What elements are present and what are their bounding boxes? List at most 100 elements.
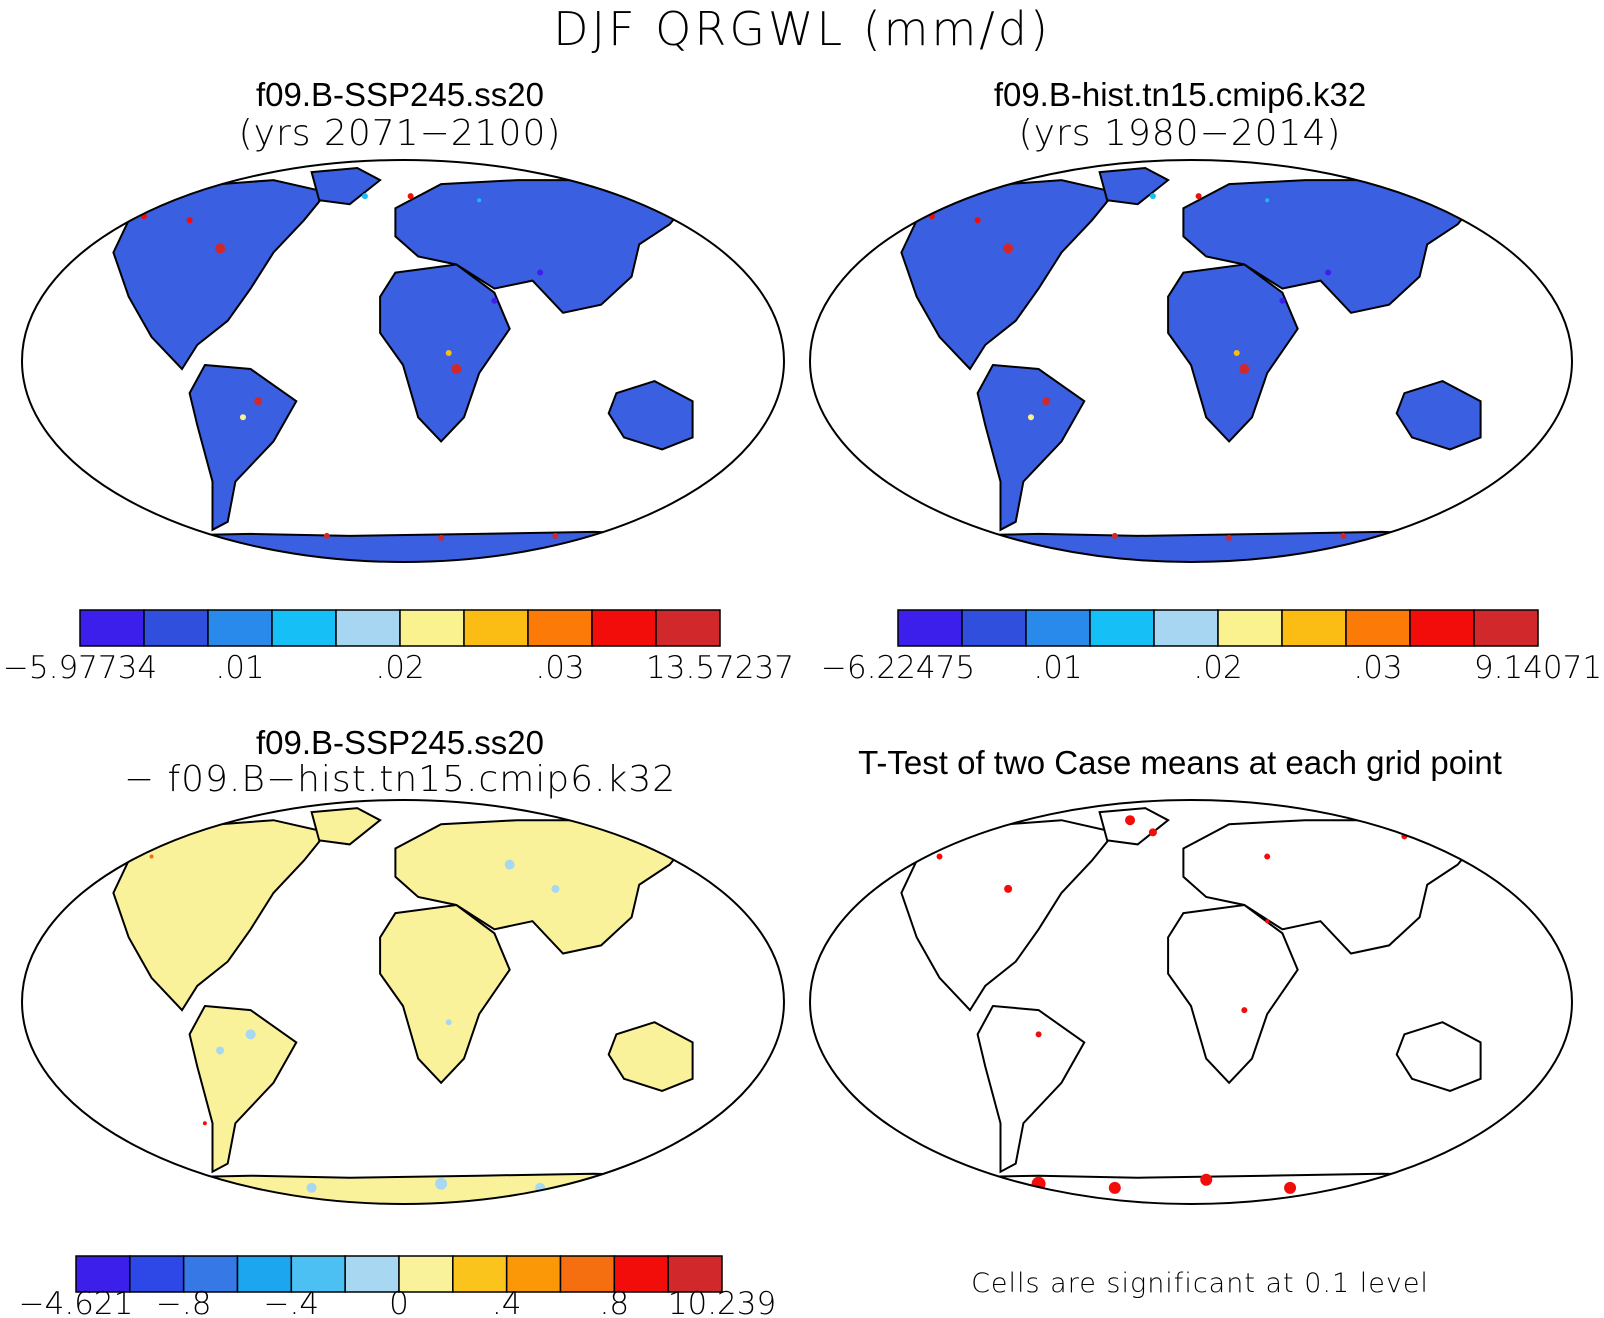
landmass-australia — [1395, 380, 1482, 451]
colorbar-swatch — [961, 609, 1027, 647]
colorbar-swatch — [1025, 609, 1091, 647]
map-speckle — [1445, 1182, 1456, 1193]
map-speckle — [323, 532, 330, 539]
landmass-australia — [607, 1021, 694, 1092]
map-speckle — [239, 414, 246, 421]
map-speckle — [1340, 532, 1347, 539]
map-speckle — [1200, 1173, 1213, 1186]
panel-difference-subtitle: − f09.B−hist.tn15.cmip6.k32 — [123, 759, 677, 800]
colorbar-label: .02 — [1193, 650, 1242, 686]
map-speckle — [552, 532, 559, 539]
colorbar-label: 9.14071 — [1474, 650, 1602, 686]
colorbar-label: −4.621 — [19, 1286, 134, 1318]
map-speckle — [186, 217, 193, 224]
map-speckle — [1265, 919, 1270, 924]
colorbar-swatch — [613, 1255, 669, 1293]
colorbar-label: 13.57237 — [646, 650, 794, 686]
panel-future-title: f09.B-SSP245.ss20 — [255, 76, 544, 113]
colorbar-label: 10.239 — [668, 1286, 776, 1318]
colorbar-label: .01 — [1033, 650, 1082, 686]
landmass-africa — [1167, 263, 1299, 443]
landmass-north-america — [900, 819, 1117, 1012]
colorbar-swatch — [591, 609, 657, 647]
landmass-greenland — [1098, 807, 1170, 846]
map-speckle — [1004, 884, 1013, 893]
colorbar-swatch — [129, 1255, 185, 1293]
colorbar-swatch — [344, 1255, 400, 1293]
colorbar-swatch — [559, 1255, 616, 1293]
map-speckle — [1325, 269, 1332, 276]
landmass-antarctica — [111, 530, 695, 562]
colorbar-swatch — [1281, 609, 1347, 647]
map-speckle — [1478, 862, 1483, 867]
colorbar-label: .02 — [375, 650, 424, 686]
map-speckle — [438, 534, 445, 541]
colorbar-swatch — [335, 609, 401, 647]
landmass-north-america — [112, 819, 329, 1012]
colorbar-swatch — [1473, 609, 1539, 647]
landmass-antarctica — [899, 530, 1483, 562]
colorbar-swatch — [1089, 609, 1155, 647]
map-speckle — [1149, 193, 1156, 200]
colorbar-historical: −6.22475 .01 .02 .03 9.14071 — [821, 609, 1602, 686]
landmass-greenland — [1098, 166, 1170, 206]
map-speckle — [1042, 397, 1051, 406]
landmass-south-america — [188, 1004, 298, 1174]
colorbar-label: −.8 — [156, 1286, 212, 1318]
colorbar-label: −.4 — [264, 1286, 320, 1318]
colorbar-label: .01 — [215, 650, 264, 686]
panel-historical-subtitle: (yrs 1980−2014) — [1018, 113, 1342, 154]
landmass-africa — [379, 263, 511, 443]
map-historical — [809, 159, 1573, 563]
map-speckle — [202, 1121, 207, 1126]
colorbar-label: .03 — [535, 650, 584, 686]
map-speckle — [1233, 349, 1240, 356]
colorbar-label: .03 — [1353, 650, 1402, 686]
map-speckle — [1226, 534, 1233, 541]
colorbar-label: −5.97734 — [3, 650, 157, 686]
landmass-australia — [607, 380, 694, 451]
map-speckle — [1279, 297, 1286, 304]
colorbar-label: −6.22475 — [821, 650, 975, 686]
map-speckle — [1264, 853, 1271, 860]
colorbar-swatch — [452, 1255, 508, 1293]
map-speckle — [435, 1177, 448, 1190]
map-speckle — [254, 397, 263, 406]
colorbar-swatch — [1217, 609, 1283, 647]
landmass-north-america — [112, 179, 329, 371]
map-speckle — [1035, 1031, 1042, 1038]
map-speckle — [1003, 243, 1014, 254]
map-speckle — [361, 193, 368, 200]
map-speckle — [216, 1046, 225, 1055]
colorbar-label: .8 — [600, 1286, 630, 1318]
panel-historical-title: f09.B-hist.tn15.cmip6.k32 — [993, 76, 1367, 113]
landmass-south-america — [976, 363, 1086, 532]
colorbar-future: −5.97734 .01 .02 .03 13.57237 — [3, 609, 794, 686]
landmass-antarctica — [111, 1172, 695, 1204]
colorbar-swatch — [655, 609, 721, 647]
colorbar-swatch — [1345, 609, 1411, 647]
panel-difference-title: f09.B-SSP245.ss20 — [255, 724, 544, 761]
landmass-south-america — [188, 363, 298, 532]
map-speckle — [407, 193, 414, 200]
colorbar-swatch — [207, 609, 273, 647]
landmass-africa — [379, 903, 511, 1085]
map-speckle — [215, 243, 226, 254]
colorbar-swatch — [463, 609, 529, 647]
map-speckle — [491, 297, 498, 304]
map-speckle — [1239, 364, 1250, 375]
landmass-north-america — [900, 179, 1117, 371]
colorbar-swatch — [290, 1255, 346, 1293]
landmass-greenland — [310, 166, 382, 206]
map-speckle — [245, 1029, 256, 1040]
map-speckle — [1108, 1181, 1121, 1194]
map-frame — [809, 799, 1573, 1205]
colorbar-swatch — [143, 609, 209, 647]
colorbar-swatch — [667, 1255, 723, 1293]
map-speckle — [1148, 828, 1157, 837]
colorbar-label: .4 — [492, 1286, 522, 1318]
landmass-greenland — [310, 807, 382, 846]
map-speckle — [306, 1182, 317, 1193]
map-speckle — [1111, 532, 1118, 539]
